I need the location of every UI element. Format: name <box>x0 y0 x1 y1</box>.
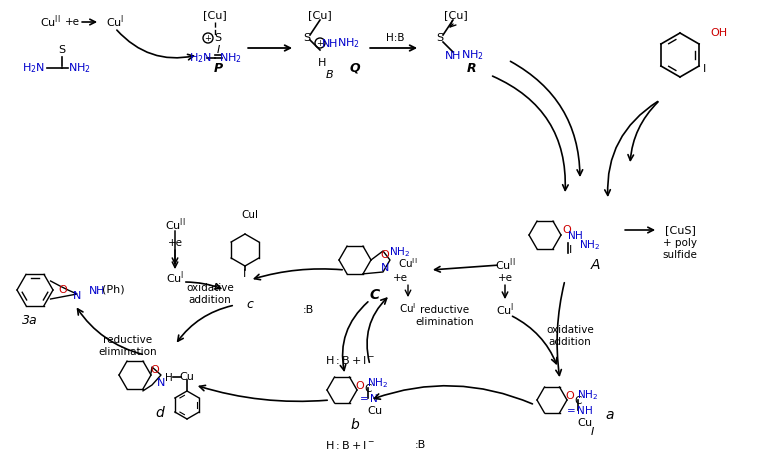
Text: reductive: reductive <box>104 335 153 345</box>
Text: $\mathregular{C}$: $\mathregular{C}$ <box>574 394 582 406</box>
Text: $\mathregular{=NH}$: $\mathregular{=NH}$ <box>564 404 592 416</box>
Text: elimination: elimination <box>98 347 157 357</box>
Text: $\mathregular{Cu^{I}}$: $\mathregular{Cu^{I}}$ <box>399 301 417 315</box>
Text: $\mathregular{H:B + I^-}$: $\mathregular{H:B + I^-}$ <box>325 439 375 451</box>
Text: $\mathregular{NH_2}$: $\mathregular{NH_2}$ <box>367 376 389 390</box>
Text: $\mathregular{NH_2}$: $\mathregular{NH_2}$ <box>219 51 241 65</box>
Text: [Cu]: [Cu] <box>203 10 227 20</box>
Text: +: + <box>316 38 323 47</box>
Text: +e: +e <box>167 238 183 248</box>
Text: $\mathregular{H:B + I^-}$: $\mathregular{H:B + I^-}$ <box>325 354 375 366</box>
Text: b: b <box>351 418 359 432</box>
Text: S: S <box>214 33 221 43</box>
Text: $\mathregular{Cu^{I}}$: $\mathregular{Cu^{I}}$ <box>496 301 515 319</box>
Text: N: N <box>157 378 165 388</box>
Text: $\mathregular{H_2N}$: $\mathregular{H_2N}$ <box>188 51 211 65</box>
Text: $\mathregular{Cu^{II}}$: $\mathregular{Cu^{II}}$ <box>40 14 61 30</box>
Text: Q: Q <box>349 62 360 74</box>
Text: reductive: reductive <box>420 305 469 315</box>
Text: H: H <box>165 373 173 383</box>
Text: S: S <box>303 33 310 43</box>
Text: O: O <box>151 365 160 375</box>
Text: oxidative: oxidative <box>186 283 234 293</box>
Text: + poly: + poly <box>663 238 697 248</box>
Text: $\mathregular{C}$: $\mathregular{C}$ <box>363 382 372 394</box>
Text: H: H <box>318 58 326 68</box>
Text: [Cu]: [Cu] <box>444 10 468 20</box>
Text: I: I <box>703 64 706 74</box>
Text: sulfide: sulfide <box>663 250 697 260</box>
Text: $\mathregular{NH_2}$: $\mathregular{NH_2}$ <box>578 388 599 402</box>
Text: $\mathregular{NH}$: $\mathregular{NH}$ <box>567 229 583 241</box>
Text: A: A <box>591 258 600 272</box>
Text: S: S <box>436 33 444 43</box>
Text: :B: :B <box>415 440 425 450</box>
Text: O: O <box>381 250 389 260</box>
Text: 3a: 3a <box>22 313 38 327</box>
Text: O: O <box>565 391 574 401</box>
Text: O: O <box>356 381 364 391</box>
Text: B: B <box>326 70 334 80</box>
Text: :B: :B <box>303 305 313 315</box>
Text: c: c <box>247 299 253 311</box>
Text: $\mathregular{H_2N}$: $\mathregular{H_2N}$ <box>22 61 45 75</box>
Text: $\mathregular{NH_2}$: $\mathregular{NH_2}$ <box>461 48 484 62</box>
Text: $\mathregular{NH_2}$: $\mathregular{NH_2}$ <box>336 36 359 50</box>
Text: Cu: Cu <box>180 372 194 382</box>
Text: $\mathregular{Cu}$: $\mathregular{Cu}$ <box>577 416 593 428</box>
Text: [Cu]: [Cu] <box>308 10 332 20</box>
Text: I: I <box>217 45 220 55</box>
Text: O: O <box>563 225 571 235</box>
Text: S: S <box>58 45 65 55</box>
Text: $\mathregular{Cu^{II}}$: $\mathregular{Cu^{II}}$ <box>164 217 185 233</box>
Text: I: I <box>568 245 571 255</box>
Text: +e: +e <box>392 273 408 283</box>
Text: +e: +e <box>498 273 512 283</box>
Text: CuI: CuI <box>241 210 259 220</box>
Text: $\mathregular{Cu^{II}}$: $\mathregular{Cu^{II}}$ <box>399 256 418 270</box>
Text: $\mathregular{Cu^{I}}$: $\mathregular{Cu^{I}}$ <box>166 270 184 286</box>
Text: addition: addition <box>189 295 231 305</box>
Text: I: I <box>243 269 247 279</box>
Text: [CuS]: [CuS] <box>664 225 696 235</box>
Text: elimination: elimination <box>415 317 475 327</box>
Text: +: + <box>204 34 211 43</box>
Text: R: R <box>467 62 477 74</box>
Text: $\mathregular{Cu}$: $\mathregular{Cu}$ <box>367 404 383 416</box>
Text: $\mathregular{NH}$: $\mathregular{NH}$ <box>88 284 105 296</box>
Text: N: N <box>73 291 81 301</box>
Text: $\mathregular{Cu^{I}}$: $\mathregular{Cu^{I}}$ <box>106 14 124 30</box>
Text: OH: OH <box>710 28 727 38</box>
Text: I: I <box>591 427 594 437</box>
Text: $\mathregular{NH_2}$: $\mathregular{NH_2}$ <box>579 238 601 252</box>
Text: $\mathregular{NH}$: $\mathregular{NH}$ <box>445 49 462 61</box>
Text: d: d <box>156 406 164 420</box>
Text: O: O <box>58 285 68 295</box>
Text: $\mathregular{NH_2}$: $\mathregular{NH_2}$ <box>389 245 411 259</box>
Text: $\mathregular{=N}$: $\mathregular{=N}$ <box>357 392 379 404</box>
Text: addition: addition <box>548 337 591 347</box>
Text: oxidative: oxidative <box>546 325 594 335</box>
Text: P: P <box>214 62 223 74</box>
Text: N: N <box>381 263 389 273</box>
Text: +e: +e <box>65 17 80 27</box>
Text: $\mathregular{Cu^{II}}$: $\mathregular{Cu^{II}}$ <box>495 257 515 273</box>
Text: $\mathregular{NH_2}$: $\mathregular{NH_2}$ <box>68 61 91 75</box>
Text: (Ph): (Ph) <box>101 285 124 295</box>
Text: a: a <box>606 408 614 422</box>
Text: C: C <box>370 288 380 302</box>
Text: $\mathregular{NH}$: $\mathregular{NH}$ <box>321 37 339 49</box>
Text: H:B: H:B <box>386 33 404 43</box>
